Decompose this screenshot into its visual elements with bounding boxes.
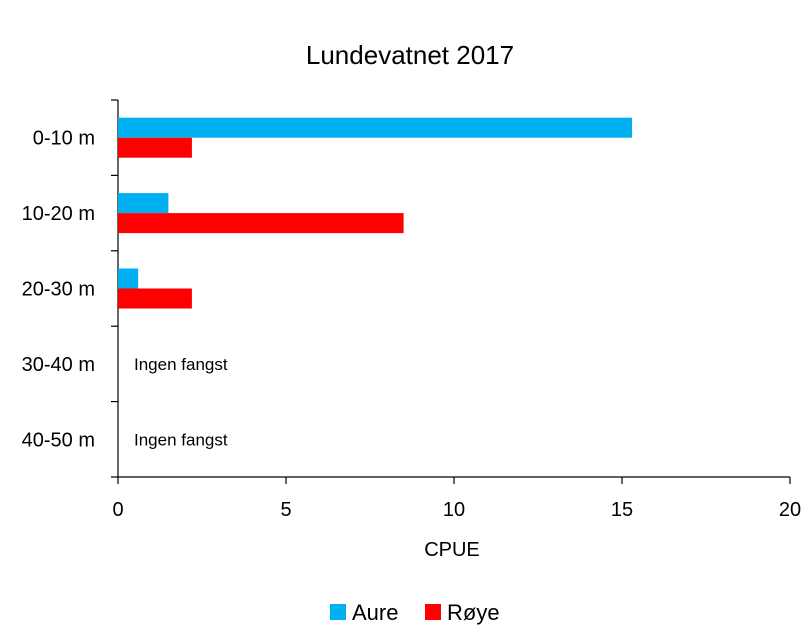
x-tick-label: 0 [112,499,123,521]
legend-swatch [425,604,441,620]
y-tick-label: 10-20 m [22,203,95,225]
y-tick-label: 0-10 m [33,128,95,150]
plot-area: 0 5 10 15 20 0-10 m 10-20 m 20-30 m 30-40 m Ingen… [22,99,801,521]
bar-aure [118,117,633,138]
x-tick-label: 15 [611,499,633,521]
legend-swatch [330,604,346,620]
bar-aure [118,193,169,214]
chart-title: Lundevatnet 2017 [306,40,514,70]
y-tick-label: 20-30 m [22,279,95,301]
x-tick-label: 5 [280,499,291,521]
bar-roye [118,213,404,234]
x-axis-title: CPUE [424,539,480,561]
no-catch-annotation: Ingen fangst [134,430,228,449]
bar-aure [118,268,139,289]
bar-roye [118,288,192,309]
bar-roye [118,137,192,158]
y-tick-label: 40-50 m [22,429,95,451]
x-tick-label: 20 [779,499,801,521]
y-tick-label: 30-40 m [22,354,95,376]
no-catch-annotation: Ingen fangst [134,355,228,374]
legend: Aure Røye [330,600,500,625]
x-tick-label: 10 [443,499,465,521]
legend-label: Røye [447,600,500,625]
legend-label: Aure [352,600,398,625]
